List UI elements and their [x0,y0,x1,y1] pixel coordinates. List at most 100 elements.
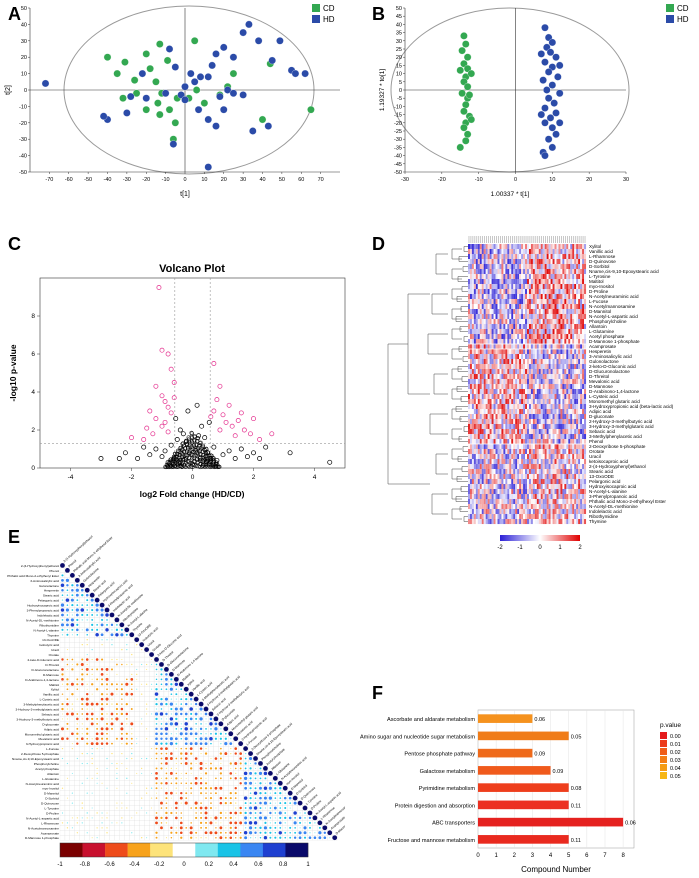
heatmap-cell [499,344,502,350]
heatmap-cell [532,419,535,425]
heatmap-cell [523,429,526,435]
heatmap-cell [503,379,506,385]
heatmap-cell [483,334,486,340]
heatmap-cell [570,434,573,440]
heatmap-cell [471,514,474,520]
heatmap-cell [570,249,573,255]
point-cd [154,99,162,107]
heatmap-cell [489,329,492,335]
heatmap-cell [552,509,555,515]
correlation-dot [100,623,104,627]
x-tick-label: -20 [438,177,446,183]
point-hd [254,37,263,45]
heatmap-cell [540,359,543,365]
heatmap-cell [501,274,504,280]
point-nonsignificant [197,456,203,461]
heatmap-cell [544,349,547,355]
heatmap-cell [538,299,541,305]
heatmap-cell [468,479,471,485]
heatmap-cell [560,359,563,365]
heatmap-cell [538,344,541,350]
heatmap-cell [548,334,551,340]
heatmap-cell [527,369,530,375]
point-hd [543,86,551,94]
correlation-cell [124,706,130,712]
heatmap-cell [574,349,577,355]
heatmap-cell [556,289,559,295]
point-hd [544,68,553,76]
heatmap-cell [483,369,486,375]
heatmap-cell [515,299,518,305]
heatmap-cell [521,319,524,325]
heatmap-cell [469,454,472,460]
heatmap-cell [576,424,579,430]
heatmap-cell [507,504,510,510]
point-cd [229,69,238,78]
heatmap-cell [578,289,581,295]
y-tick-label: 10 [21,72,27,78]
heatmap-cell [530,479,533,485]
heatmap-cell [570,299,573,305]
heatmap-cell [523,294,526,300]
legend-label-cd: CD [323,4,335,13]
correlation-dot [165,712,168,716]
heatmap-cell [528,294,531,300]
heatmap-cell [481,474,484,480]
heatmap-cell [477,284,480,290]
heatmap-cell [491,314,494,320]
heatmap-cell [540,479,543,485]
heatmap-cell [550,459,553,465]
heatmap-cell [538,379,541,385]
heatmap-cell [513,449,516,455]
heatmap-cell [536,439,539,445]
heatmap-cell [570,254,573,260]
heatmap-cell [471,319,474,325]
heatmap-cell [479,419,482,425]
correlation-dot [160,698,163,701]
correlation-dot [105,667,109,671]
heatmap-cell [554,444,557,450]
point-significant [211,408,217,414]
correlation-cell [114,651,120,658]
heatmap-cell [584,384,587,390]
heatmap-cell [532,379,535,385]
heatmap-cell [477,469,480,475]
heatmap-cell [536,409,539,415]
heatmap-cell [495,314,498,320]
correlation-dot [116,673,118,675]
heatmap-cell [469,444,472,450]
heatmap-cell [552,364,555,370]
correlation-cell [69,577,75,583]
heatmap-cell [523,494,526,500]
row-label: Thymine [589,519,607,524]
heatmap-cell [546,339,549,345]
heatmap-cell [489,264,492,270]
heatmap-cell [534,319,537,325]
correlation-dot [134,637,140,643]
heatmap-cell [542,514,545,520]
row-label: Hydroxyisocaproic acid [589,484,637,489]
heatmap-cell [501,509,504,515]
heatmap-cell [477,479,480,485]
y-tick-label: -5 [397,96,402,102]
heatmap-cell [519,314,522,320]
heatmap-cell [503,419,506,425]
heatmap-cell [519,364,522,370]
heatmap-cell [572,359,575,365]
heatmap-cell [552,444,555,450]
heatmap-cell [560,304,563,310]
heatmap-cell [475,509,478,515]
heatmap-cell [499,484,502,490]
heatmap-cell [491,424,494,430]
heatmap-cell [493,334,496,340]
heatmap-cell [528,399,531,405]
correlation-cell [119,642,125,648]
correlation-dot [170,683,173,686]
heatmap-cell [528,319,531,325]
heatmap-cell [473,334,476,340]
heatmap-cell [525,489,528,495]
heatmap-cell [511,489,514,495]
heatmap-cell [558,269,561,275]
x-axis-label: 1.00337 * t[1] [491,191,530,198]
correlation-dot [81,718,83,720]
